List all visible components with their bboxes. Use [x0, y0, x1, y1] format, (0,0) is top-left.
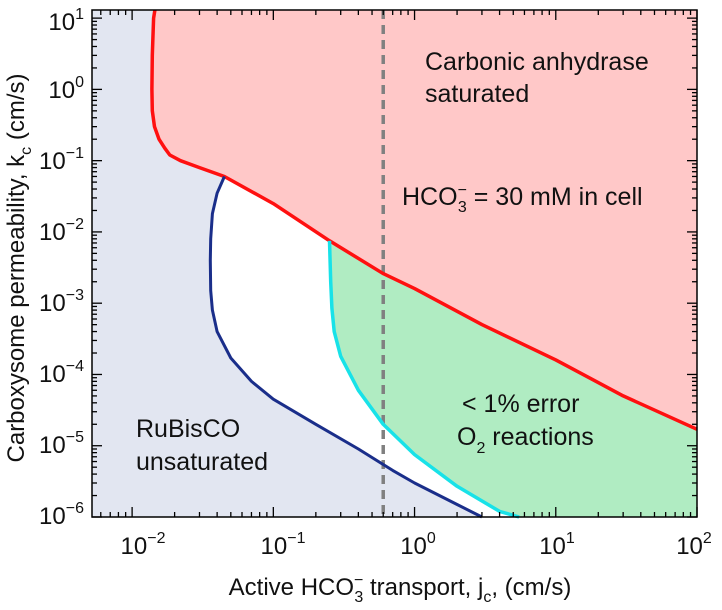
y-tick-label: 10−3: [39, 287, 84, 317]
y-tick-label: 10−5: [39, 429, 84, 459]
plot-frame: [91, 9, 698, 518]
x-tick-label: 100: [400, 530, 436, 560]
x-tick-label: 101: [539, 530, 575, 560]
series-line-error-boundary: [327, 240, 520, 519]
y-tick-label: 10−2: [39, 216, 84, 246]
region-ca-saturated: [151, 10, 697, 430]
y-tick-label: 10−6: [39, 500, 84, 530]
annotation-rubisco-unsaturated: unsaturated: [136, 448, 268, 476]
annotation-low-error: < 1% error: [462, 390, 579, 418]
annotation-rubisco-unsaturated: RuBisCO: [136, 415, 240, 443]
series-line-rubisco-boundary: [208, 175, 483, 519]
y-axis-label: Carboxysome permeability, kc (cm/s): [3, 74, 35, 463]
annotation-low-error: O2 reactions: [457, 423, 594, 457]
annotation-hco3-cell: HCO− 3 = 30 mM in cell: [402, 182, 643, 216]
x-tick-label: 10−1: [261, 530, 306, 560]
x-tick-labels: 10−2 10−1 100 101 102: [121, 530, 712, 560]
region-rubisco-saturated: [210, 176, 520, 517]
annotation-ca-saturated: saturated: [425, 80, 529, 108]
axis-ticks: [92, 10, 698, 518]
plot-area: [92, 9, 698, 519]
y-tick-label: 100: [48, 74, 84, 104]
y-tick-label: 10−1: [39, 145, 84, 175]
series-line-ca-boundary: [150, 9, 698, 431]
y-tick-label: 101: [48, 6, 84, 36]
x-tick-label: 102: [676, 530, 712, 560]
annotation-ca-saturated: Carbonic anhydrase: [425, 48, 649, 76]
annotations: Carbonic anhydrase saturated HCO− 3 = 30 …: [136, 48, 649, 476]
y-tick-labels: 10−6 10−5 10−4 10−3 10−2 10−1 100 101: [39, 6, 84, 530]
y-tick-label: 10−4: [39, 358, 84, 388]
region-rubisco-unsaturated: [92, 10, 482, 517]
x-tick-label: 10−2: [121, 530, 166, 560]
region-low-error: [329, 240, 697, 518]
x-axis-label: Active HCO− 3 transport, jc, (cm/s): [229, 572, 572, 606]
